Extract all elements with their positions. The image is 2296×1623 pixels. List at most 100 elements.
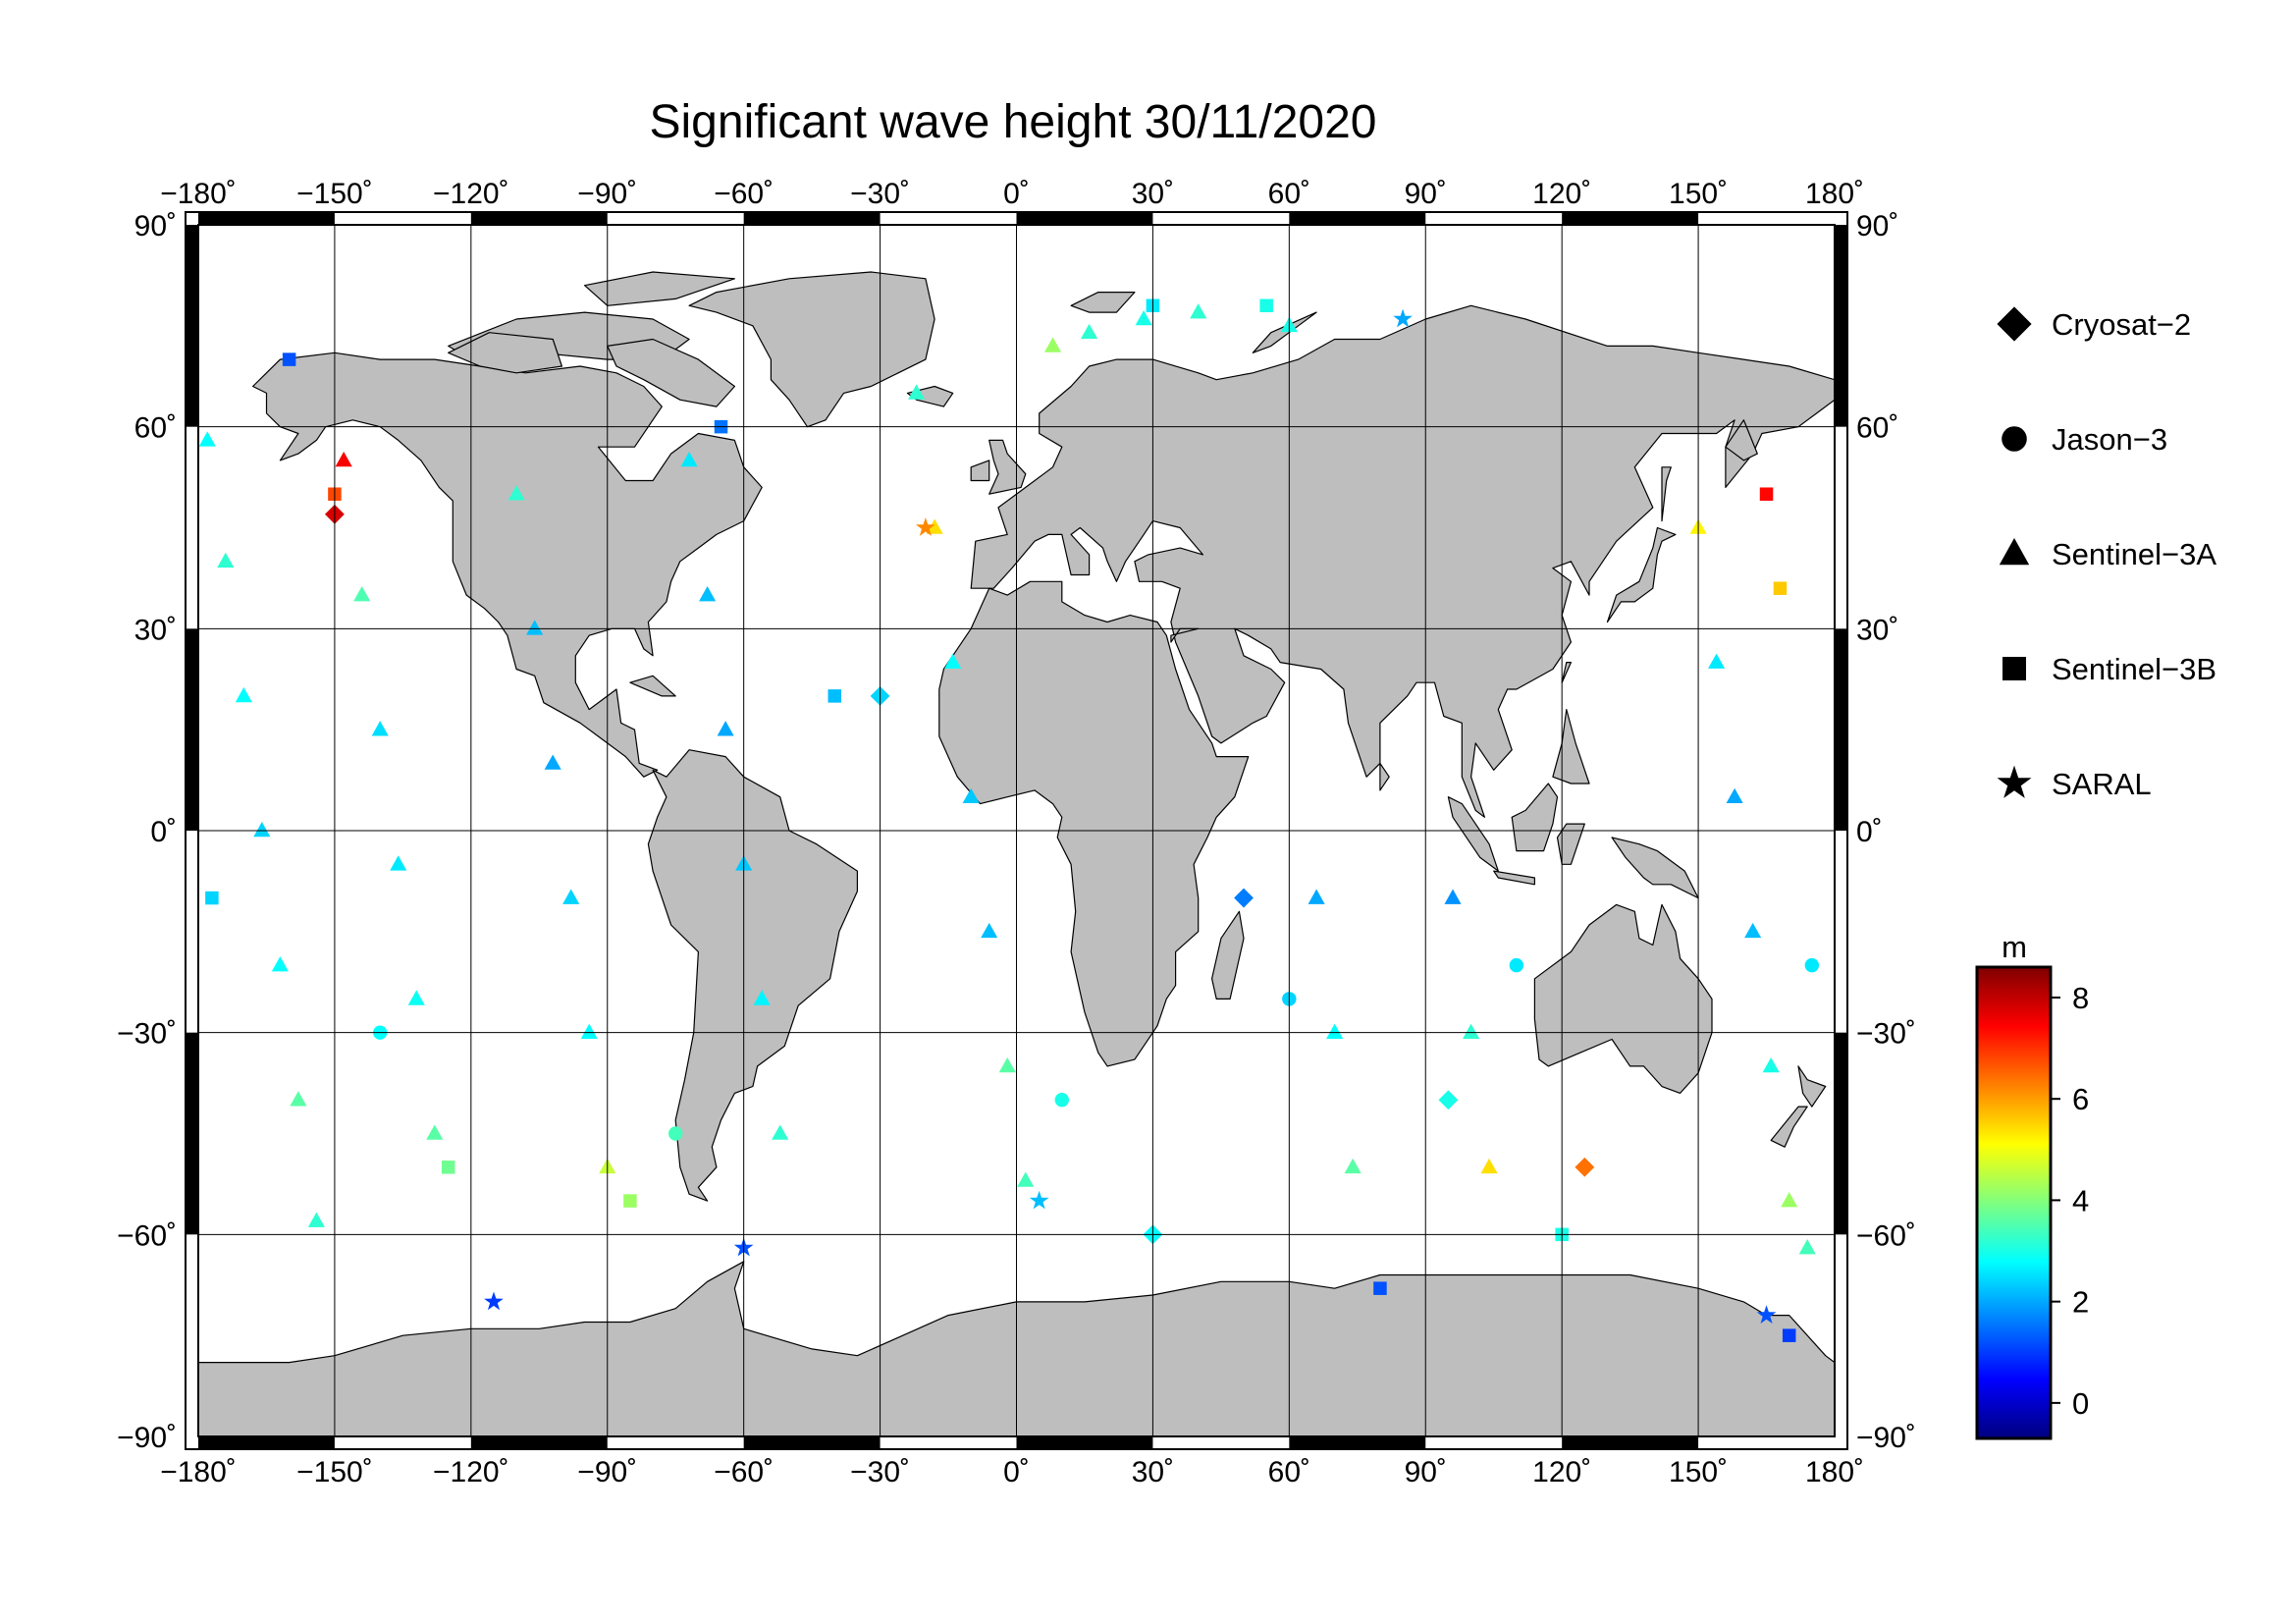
track-point: [1259, 298, 1273, 313]
frame-bar: [1016, 212, 1153, 225]
track-point: [335, 451, 352, 467]
lon-tick-label-top: −60˚: [714, 178, 774, 210]
circle-icon: [2002, 426, 2027, 452]
frame-bar: [1835, 628, 1847, 831]
legend-label: Sentinel−3B: [2052, 652, 2216, 686]
lon-tick-label-top: −90˚: [577, 178, 637, 210]
lon-tick-label-bottom: −30˚: [850, 1456, 910, 1488]
tick-labels: −180˚ −180˚ −150˚ −150˚ −120˚ −120˚ −90˚ −90˚ −6…: [117, 178, 1916, 1488]
track-point: [1081, 323, 1098, 339]
lat-tick-label-left: 30˚: [134, 614, 177, 646]
lon-tick-label-top: 60˚: [1268, 178, 1310, 210]
track-point: [1393, 308, 1413, 328]
frame-bar: [186, 225, 198, 427]
lat-tick-label-left: 90˚: [134, 210, 177, 243]
land-eurasia: [970, 304, 1835, 818]
track-point: [717, 721, 734, 736]
land-japan: [1606, 526, 1677, 623]
lon-tick-label-bottom: 180˚: [1805, 1456, 1864, 1488]
track-point: [772, 1124, 789, 1140]
colorbar-tick-label: 2: [2072, 1285, 2089, 1320]
colorbar-gradient: [1975, 965, 2053, 1440]
track-point: [753, 990, 771, 1005]
track-point: [998, 1056, 1016, 1073]
track-point: [562, 889, 580, 904]
track-point: [580, 1023, 598, 1039]
frame-bar: [186, 1032, 198, 1235]
land-novaya-zemlya: [1252, 311, 1317, 353]
track-point: [680, 451, 698, 467]
land-victoria-banks: [448, 332, 562, 374]
map-frame: [185, 211, 1848, 1450]
track-point: [235, 686, 252, 703]
land-madagascar: [1211, 910, 1245, 1000]
legend-label: Cryosat−2: [2052, 307, 2191, 342]
series-triangle: [198, 303, 1816, 1255]
lat-tick-label-right: 30˚: [1856, 614, 1898, 646]
legend-label: SARAL: [2052, 767, 2152, 801]
lat-tick-label-left: 0˚: [150, 816, 177, 848]
track-point: [407, 990, 425, 1005]
legend-item-circle: Jason−3: [2002, 422, 2167, 457]
legend-item-square: Sentinel−3B: [2002, 652, 2216, 686]
frame-bar: [470, 1436, 608, 1449]
lon-tick-label-top: −120˚: [433, 178, 509, 210]
track-point: [623, 1194, 637, 1208]
land-greenland: [688, 271, 935, 428]
frame-bar: [470, 212, 608, 225]
lon-tick-label-top: 0˚: [1003, 178, 1030, 210]
colorbar: m 0 2 4 6 8: [1975, 930, 2089, 1440]
chart-title: Significant wave height 30/11/2020: [650, 96, 1377, 148]
lat-tick-label-right: −30˚: [1856, 1018, 1916, 1051]
lat-tick-label-left: 60˚: [134, 412, 177, 445]
series-circle: [373, 957, 1820, 1141]
land-java: [1493, 870, 1535, 886]
track-point: [1726, 787, 1743, 804]
track-point: [1798, 1239, 1816, 1255]
lon-tick-label-bottom: 60˚: [1268, 1456, 1310, 1488]
lat-tick-label-right: 90˚: [1856, 210, 1898, 243]
frame-bar: [1835, 225, 1847, 427]
track-point: [1781, 1192, 1798, 1208]
track-point: [1190, 303, 1207, 319]
square-icon: [2002, 657, 2026, 680]
track-point: [507, 485, 525, 501]
track-point: [668, 1126, 683, 1141]
track-point: [544, 754, 561, 770]
frame-bar: [1562, 1436, 1699, 1449]
track-point: [1463, 1023, 1480, 1039]
frame-bar: [1835, 1032, 1847, 1235]
land-taiwan-hainan: [1561, 662, 1572, 683]
frame-bar: [198, 1436, 335, 1449]
satellite-legend: Cryosat−2 Jason−3 Sentinel−3A Sentinel−3B SA…: [1997, 306, 2216, 801]
track-point: [1043, 337, 1062, 352]
lon-tick-label-top: −150˚: [296, 178, 373, 210]
land-svalbard: [1070, 292, 1136, 313]
track-point: [1759, 487, 1774, 501]
lon-tick-label-top: 120˚: [1532, 178, 1591, 210]
track-point: [1054, 1093, 1070, 1108]
track-point: [1509, 957, 1524, 973]
lat-tick-label-left: −60˚: [117, 1219, 177, 1252]
colorbar-unit: m: [2002, 930, 2027, 964]
lon-tick-label-bottom: −120˚: [433, 1456, 509, 1488]
track-point: [271, 956, 289, 972]
star-icon: [1997, 765, 2032, 798]
track-point: [390, 855, 407, 871]
lon-tick-label-bottom: 0˚: [1003, 1456, 1030, 1488]
land-ellesmere: [584, 271, 735, 306]
frame-bar: [198, 212, 335, 225]
triangle-icon: [1999, 538, 2030, 566]
land-ireland: [970, 460, 990, 482]
lon-tick-label-bottom: 90˚: [1405, 1456, 1447, 1488]
track-point: [1708, 653, 1726, 669]
track-point: [1438, 1090, 1459, 1110]
track-point: [1135, 309, 1152, 326]
track-point: [1762, 1056, 1780, 1073]
lat-tick-label-right: −60˚: [1856, 1219, 1916, 1252]
track-point: [1308, 889, 1325, 904]
track-point: [1017, 1171, 1035, 1187]
track-point: [828, 689, 842, 703]
lon-tick-label-top: 180˚: [1805, 178, 1864, 210]
